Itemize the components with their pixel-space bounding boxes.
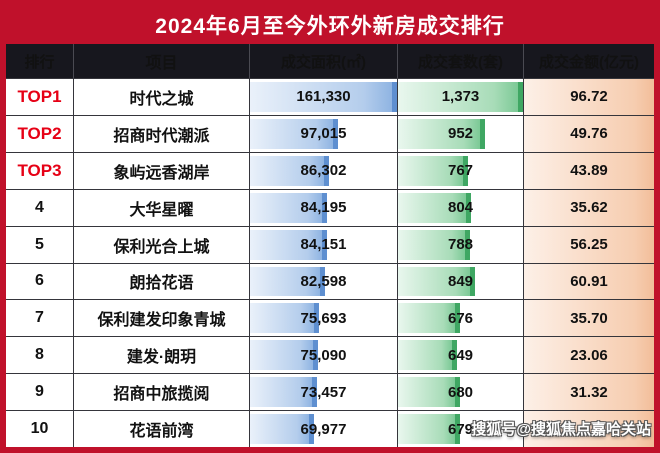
rank-cell: TOP3: [6, 152, 74, 189]
area-cell: 84,151: [250, 226, 398, 263]
units-cell: 1,373: [398, 79, 524, 115]
units-cell: 676: [398, 300, 524, 337]
amount-cell: 35.70: [524, 300, 654, 337]
units-data-bar: [398, 266, 476, 297]
area-cell: 82,598: [250, 263, 398, 300]
ranking-table: 排行 项目 成交面积(㎡) 成交套数(套) 成交金额(亿元) TOP1 时代之城…: [6, 44, 654, 447]
table-row: TOP1 时代之城 161,330 1,373 96.72: [6, 78, 654, 115]
project-cell: 朗拾花语: [74, 263, 250, 300]
units-data-bar: [398, 118, 485, 149]
area-cell: 97,015: [250, 115, 398, 152]
amount-cell: 60.91: [524, 263, 654, 300]
header-amount: 成交金额(亿元): [539, 53, 639, 71]
table-row: 9 招商中旅揽阅 73,457 680 31.32: [6, 373, 654, 411]
area-data-bar: [250, 82, 397, 112]
area-cell: 69,977: [250, 411, 398, 447]
units-data-bar: [398, 155, 468, 186]
units-cell: 849: [398, 263, 524, 300]
project-cell: 花语前湾: [74, 411, 250, 447]
rank-cell: 7: [6, 300, 74, 337]
units-cell: 649: [398, 337, 524, 374]
rank-cell: TOP1: [6, 79, 74, 115]
rank-cell: 8: [6, 337, 74, 374]
table-row: TOP2 招商时代潮派 97,015 952 49.76: [6, 114, 654, 152]
rank-cell: 9: [6, 374, 74, 411]
table-row: 6 朗拾花语 82,598 849 60.91: [6, 262, 654, 300]
area-cell: 86,302: [250, 152, 398, 189]
page-title: 2024年6月至今外环外新房成交排行: [6, 6, 654, 44]
header-rank: 排行: [6, 44, 74, 78]
units-cell: 679: [398, 411, 524, 447]
units-data-bar: [398, 82, 523, 112]
project-cell: 保利光合上城: [74, 226, 250, 263]
rank-cell: 10: [6, 411, 74, 447]
header-area: 成交面积(㎡): [250, 44, 398, 78]
units-cell: 788: [398, 226, 524, 263]
watermark: 搜狐号@搜狐焦点嘉哈关站: [471, 421, 651, 438]
project-cell: 时代之城: [74, 79, 250, 115]
project-cell: 招商中旅揽阅: [74, 374, 250, 411]
rank-cell: 6: [6, 263, 74, 300]
area-cell: 161,330: [250, 79, 398, 115]
area-cell: 84,195: [250, 189, 398, 226]
units-cell: 952: [398, 115, 524, 152]
area-data-bar: [250, 155, 329, 186]
amount-cell: 23.06: [524, 337, 654, 374]
units-cell: 767: [398, 152, 524, 189]
header-units: 成交套数(套): [398, 44, 524, 78]
units-data-bar: [398, 229, 470, 260]
table-row: 10 花语前湾 69,977 679: [6, 410, 654, 447]
rank-cell: 5: [6, 226, 74, 263]
units-cell: 680: [398, 374, 524, 411]
rank-cell: TOP2: [6, 115, 74, 152]
units-data-bar: [398, 303, 460, 334]
units-data-bar: [398, 377, 460, 408]
rank-cell: 4: [6, 189, 74, 226]
units-cell: 804: [398, 189, 524, 226]
amount-cell: 43.89: [524, 152, 654, 189]
table-row: 5 保利光合上城 84,151 788 56.25: [6, 225, 654, 263]
project-cell: 建发·朗玥: [74, 337, 250, 374]
table-row: TOP3 象屿远香湖岸 86,302 767 43.89: [6, 151, 654, 189]
area-cell: 73,457: [250, 374, 398, 411]
area-data-bar: [250, 229, 327, 260]
table-body: TOP1 时代之城 161,330 1,373 96.72 TOP2 招商时代潮…: [6, 78, 654, 447]
project-cell: 大华星曜: [74, 189, 250, 226]
area-data-bar: [250, 192, 327, 223]
amount-cell: [524, 411, 654, 447]
amount-cell: 56.25: [524, 226, 654, 263]
amount-cell: 31.32: [524, 374, 654, 411]
area-cell: 75,693: [250, 300, 398, 337]
project-cell: 招商时代潮派: [74, 115, 250, 152]
amount-cell: 96.72: [524, 79, 654, 115]
units-data-bar: [398, 192, 472, 223]
area-data-bar: [250, 340, 319, 371]
amount-cell: 35.62: [524, 189, 654, 226]
table-header-row: 排行 项目 成交面积(㎡) 成交套数(套) 成交金额(亿元): [6, 44, 654, 78]
table-row: 7 保利建发印象青城 75,693 676 35.70: [6, 299, 654, 337]
area-data-bar: [250, 377, 317, 408]
units-data-bar: [398, 340, 458, 371]
area-cell: 75,090: [250, 337, 398, 374]
table-row: 8 建发·朗玥 75,090 649 23.06: [6, 336, 654, 374]
amount-cell: 49.76: [524, 115, 654, 152]
area-data-bar: [250, 303, 319, 334]
units-data-bar: [398, 414, 460, 445]
header-project: 项目: [74, 44, 250, 78]
area-data-bar: [250, 266, 326, 297]
project-cell: 象屿远香湖岸: [74, 152, 250, 189]
table-row: 4 大华星曜 84,195 804 35.62: [6, 188, 654, 226]
project-cell: 保利建发印象青城: [74, 300, 250, 337]
area-data-bar: [250, 414, 314, 445]
area-data-bar: [250, 118, 339, 149]
